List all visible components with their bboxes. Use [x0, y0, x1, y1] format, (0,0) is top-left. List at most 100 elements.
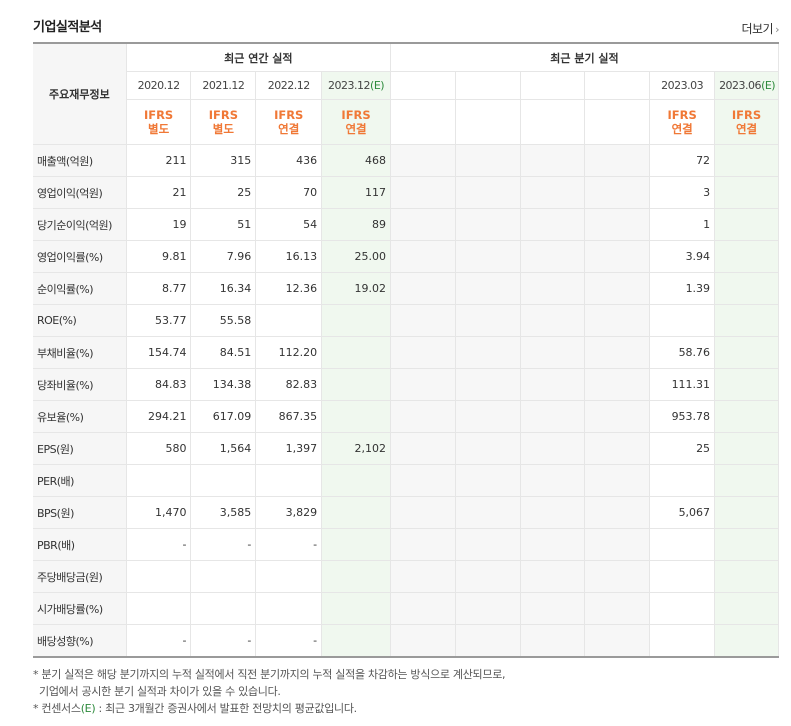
quarter-value [454, 368, 521, 401]
quarter-period-2 [519, 71, 586, 100]
annual-value: 134.38 [190, 368, 257, 401]
row-label: PBR(배) [33, 528, 127, 561]
row-label: ROE(%) [33, 304, 127, 337]
annual-value: 25 [190, 176, 257, 209]
row-label: 영업이익률(%) [33, 240, 127, 273]
annual-period-3: 2023.12(E) [321, 71, 391, 100]
quarter-value [714, 560, 779, 593]
annual-value [125, 592, 192, 625]
annual-value: 867.35 [255, 400, 323, 433]
quarter-value [519, 528, 586, 561]
quarter-value: 111.31 [649, 368, 716, 401]
quarter-value [519, 368, 586, 401]
quarter-value [714, 176, 779, 209]
annual-value [321, 400, 391, 433]
annual-value: 1,470 [125, 496, 192, 529]
annual-value [125, 560, 192, 593]
section-title: 기업실적분석 [33, 20, 102, 35]
quarter-value [584, 432, 651, 465]
annual-value: 1,397 [255, 432, 323, 465]
quarter-value [714, 272, 779, 305]
quarter-value [519, 560, 586, 593]
quarter-value [584, 144, 651, 177]
annual-value [321, 624, 391, 658]
annual-value: 436 [255, 144, 323, 177]
quarter-ifrs-2 [519, 99, 586, 145]
quarter-ifrs-3 [584, 99, 651, 145]
annual-value: - [125, 624, 192, 658]
annual-value: 617.09 [190, 400, 257, 433]
quarter-value [714, 368, 779, 401]
annual-value: 1,564 [190, 432, 257, 465]
more-label: 더보기 [741, 22, 774, 36]
row-label: 유보율(%) [33, 400, 127, 433]
annual-period-1: 2021.12 [190, 71, 257, 100]
table-row: PER(배) [33, 464, 779, 497]
table-row: 영업이익률(%) 9.81 7.96 16.13 25.00 3.94 [33, 240, 779, 273]
quarter-value [390, 464, 456, 497]
annual-value [321, 592, 391, 625]
annual-value: 16.13 [255, 240, 323, 273]
quarter-value [714, 592, 779, 625]
annual-value [255, 464, 323, 497]
quarter-value [390, 368, 456, 401]
quarter-value: 58.76 [649, 336, 716, 369]
annual-header: 최근 연간 실적 [125, 42, 392, 72]
table-row: 순이익률(%) 8.77 16.34 12.36 19.02 1.39 [33, 272, 779, 305]
quarter-ifrs-0 [390, 99, 456, 145]
quarter-value [454, 304, 521, 337]
quarter-value [454, 432, 521, 465]
quarter-value [519, 240, 586, 273]
quarter-value [584, 592, 651, 625]
annual-value [255, 304, 323, 337]
quarter-value [714, 208, 779, 241]
table-row: EPS(원) 580 1,564 1,397 2,102 25 [33, 432, 779, 465]
quarter-value [649, 560, 716, 593]
quarter-value [390, 144, 456, 177]
quarter-value [584, 560, 651, 593]
quarter-value [584, 336, 651, 369]
footnote-1: * 분기 실적은 해당 분기까지의 누적 실적에서 직전 분기까지의 누적 실적… [33, 668, 506, 681]
row-header-label: 주요재무정보 [33, 42, 127, 145]
annual-value: 112.20 [255, 336, 323, 369]
table-row: 부채비율(%) 154.74 84.51 112.20 58.76 [33, 336, 779, 369]
annual-value: - [255, 528, 323, 561]
annual-value: 3,585 [190, 496, 257, 529]
annual-value: 16.34 [190, 272, 257, 305]
quarter-value [519, 496, 586, 529]
quarter-value [454, 624, 521, 658]
footnote-2: 기업에서 공시한 분기 실적과 차이가 있을 수 있습니다. [39, 685, 281, 698]
quarter-value [519, 400, 586, 433]
table-row: 유보율(%) 294.21 617.09 867.35 953.78 [33, 400, 779, 433]
quarter-value [584, 496, 651, 529]
table-row: BPS(원) 1,470 3,585 3,829 5,067 [33, 496, 779, 529]
quarter-period-1 [454, 71, 521, 100]
annual-value: 2,102 [321, 432, 391, 465]
annual-value: 19.02 [321, 272, 391, 305]
quarter-value [584, 240, 651, 273]
quarter-value: 72 [649, 144, 716, 177]
annual-value: 580 [125, 432, 192, 465]
annual-value [321, 496, 391, 529]
quarter-period-5: 2023.06(E) [714, 71, 779, 100]
quarter-value [714, 624, 779, 658]
table-row: 매출액(억원) 211 315 436 468 72 [33, 144, 779, 177]
annual-value: 315 [190, 144, 257, 177]
more-link[interactable]: 더보기 › [741, 20, 779, 37]
annual-value: 294.21 [125, 400, 192, 433]
quarter-value [584, 368, 651, 401]
annual-value: 9.81 [125, 240, 192, 273]
quarter-value [714, 400, 779, 433]
annual-value: 19 [125, 208, 192, 241]
annual-value: 7.96 [190, 240, 257, 273]
quarter-value [714, 464, 779, 497]
row-label: 시가배당률(%) [33, 592, 127, 625]
annual-value [321, 336, 391, 369]
quarter-value [584, 464, 651, 497]
quarter-value [519, 336, 586, 369]
quarter-value: 25 [649, 432, 716, 465]
annual-value [255, 592, 323, 625]
table-row: ROE(%) 53.77 55.58 [33, 304, 779, 337]
quarter-value: 3.94 [649, 240, 716, 273]
row-label: PER(배) [33, 464, 127, 497]
